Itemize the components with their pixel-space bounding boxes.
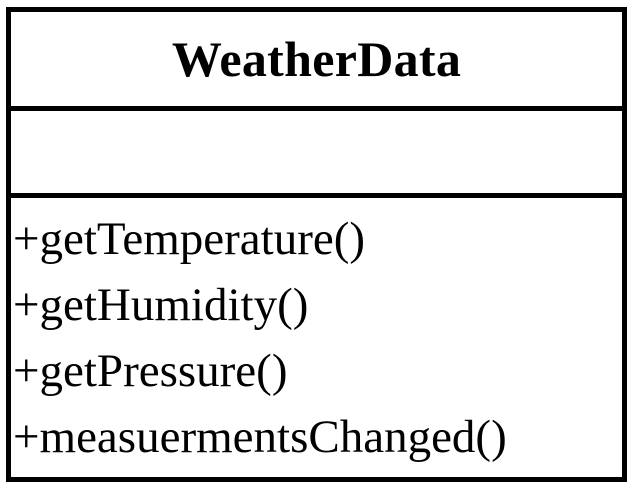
operation-get-temperature: +getTemperature() [13, 213, 366, 265]
class-name-compartment: WeatherData [11, 12, 622, 111]
operations-compartment: +getTemperature() +getHumidity() +getPre… [11, 198, 622, 477]
uml-class-box: WeatherData +getTemperature() +getHumidi… [6, 7, 627, 482]
operation-get-pressure: +getPressure() [13, 345, 288, 397]
class-name: WeatherData [171, 31, 462, 87]
attributes-compartment [11, 111, 622, 198]
operation-measurements-changed: +measuermentsChanged() [13, 411, 507, 463]
operation-get-humidity: +getHumidity() [13, 279, 309, 331]
